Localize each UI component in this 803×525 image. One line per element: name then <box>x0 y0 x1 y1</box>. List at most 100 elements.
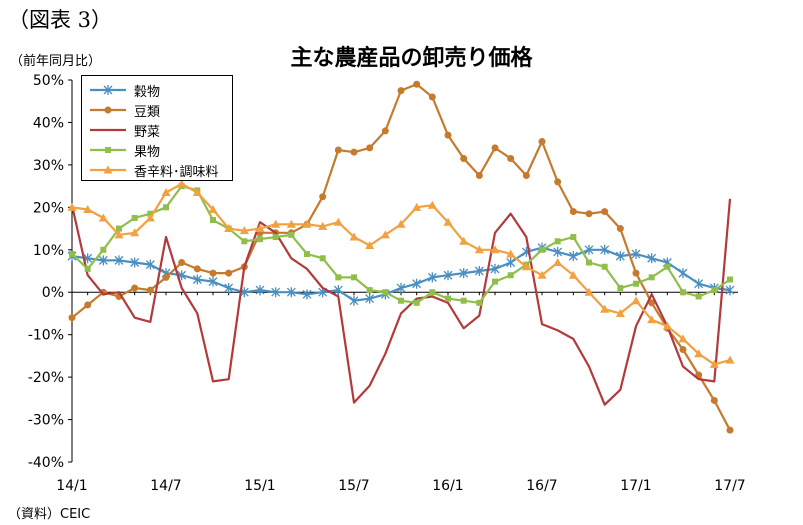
legend-swatch <box>90 165 126 174</box>
series-4-point <box>396 219 406 228</box>
series-4-point <box>271 219 281 228</box>
series-4-point <box>333 217 343 226</box>
series-1-point <box>648 299 656 307</box>
source-note: （資料）CEIC <box>8 507 91 522</box>
series-3-point <box>382 289 389 296</box>
series-4-point <box>459 236 469 245</box>
series-4-point <box>584 287 594 296</box>
series-3-point <box>319 255 326 262</box>
series-0-point <box>302 289 312 300</box>
y-tick-label: 40% <box>33 115 64 131</box>
y-tick-label: -20% <box>28 370 64 386</box>
series-1-point <box>569 208 577 216</box>
legend-swatch <box>90 106 126 114</box>
series-1-point <box>585 210 593 218</box>
legend-swatch <box>90 128 126 132</box>
series-4-point <box>67 202 77 211</box>
series-1-point <box>397 87 405 95</box>
series-3-point <box>69 251 75 258</box>
series-4-point <box>286 219 296 228</box>
series-1-point <box>475 172 483 179</box>
series-1-point <box>146 286 154 294</box>
series-0-point <box>286 287 296 298</box>
series-0-point <box>255 285 265 296</box>
legend-item: 香辛料･調味料 <box>88 160 232 180</box>
series-4-point <box>192 187 202 196</box>
series-4-point <box>709 359 719 368</box>
series-0-point <box>192 274 202 285</box>
legend-item: 果物 <box>88 140 232 160</box>
series-0-point <box>459 268 469 279</box>
series-4-point <box>161 187 171 196</box>
series-0-point <box>396 282 406 293</box>
x-tick-label: 14/7 <box>150 478 181 494</box>
series-0-point <box>600 244 610 255</box>
series-3-point <box>539 246 545 253</box>
series-3-point <box>335 274 342 281</box>
legend-item: 豆類 <box>88 100 232 120</box>
y-tick-label: 30% <box>33 158 64 174</box>
series-0-point <box>443 270 453 281</box>
series-1-point <box>413 80 421 88</box>
series-0-point <box>694 278 704 289</box>
series-3-point <box>711 287 718 294</box>
series-3-point <box>492 278 498 285</box>
series-3-point <box>413 299 420 306</box>
x-tick-label: 17/1 <box>620 478 651 494</box>
series-1-point <box>428 93 436 101</box>
series-3-point <box>84 265 91 272</box>
x-tick-label: 14/1 <box>56 478 87 494</box>
series-0-point <box>412 278 422 289</box>
series-0-point <box>224 282 234 293</box>
series-3-point <box>570 234 577 241</box>
series-line-2 <box>70 198 732 406</box>
series-1-point <box>84 301 92 309</box>
series-0-point <box>114 255 124 266</box>
series-3-point <box>460 297 467 304</box>
series-4-point <box>443 217 453 226</box>
x-tick-label: 15/7 <box>338 478 369 494</box>
series-4-point <box>474 245 484 254</box>
series-1-point <box>632 269 640 277</box>
x-tick-label: 16/1 <box>432 478 463 494</box>
series-0-point <box>271 287 281 298</box>
series-0-point <box>474 266 484 276</box>
series-4-point <box>208 204 218 213</box>
series-4-point <box>380 230 390 239</box>
series-4-point <box>365 241 375 250</box>
series-3-point <box>304 251 310 258</box>
series-0-point <box>647 253 657 264</box>
series-0-point <box>568 251 578 262</box>
series-4-point <box>694 349 704 358</box>
series-4-point <box>114 230 124 239</box>
x-tick-label: 16/7 <box>526 478 557 494</box>
legend-item: 野菜 <box>88 120 232 140</box>
series-1-point <box>726 426 734 434</box>
series-4-point <box>553 258 563 267</box>
series-3-point <box>272 234 279 241</box>
series-0-point <box>678 268 688 279</box>
series-3-point <box>429 289 436 296</box>
series-4-point <box>568 270 578 279</box>
series-3-point <box>366 287 373 294</box>
series-0-point <box>631 249 641 260</box>
series-1-point <box>131 284 139 292</box>
series-4-point <box>130 228 140 237</box>
series-3-point <box>680 289 686 296</box>
series-3-point <box>257 236 263 243</box>
series-4-point <box>255 224 265 233</box>
series-3-point <box>554 238 561 245</box>
series-3-point <box>398 297 404 304</box>
series-4-point <box>521 262 531 271</box>
series-0-point <box>615 251 625 262</box>
series-3-point <box>476 299 483 306</box>
series-1-point <box>538 138 546 146</box>
series-0-point <box>130 257 140 268</box>
series-3-point <box>445 295 451 302</box>
x-tick-label: 15/1 <box>244 478 275 494</box>
series-3-point <box>507 272 514 279</box>
series-3-point <box>617 284 624 291</box>
series-1-point <box>507 155 515 163</box>
series-1-point <box>225 269 233 277</box>
series-3-point <box>131 214 138 221</box>
